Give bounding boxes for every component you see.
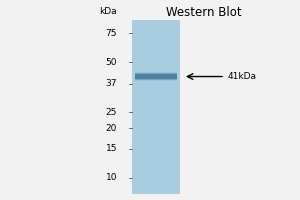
- Bar: [135, 74, 177, 79]
- Text: Western Blot: Western Blot: [166, 6, 242, 19]
- Text: 15: 15: [106, 144, 117, 153]
- Text: 75: 75: [106, 29, 117, 38]
- Bar: [135, 72, 177, 81]
- Text: 50: 50: [106, 58, 117, 67]
- Text: 25: 25: [106, 108, 117, 117]
- Text: 20: 20: [106, 124, 117, 133]
- Bar: [132, 20, 180, 194]
- Text: 10: 10: [106, 173, 117, 182]
- Text: 41kDa: 41kDa: [228, 72, 257, 81]
- Bar: [135, 73, 177, 80]
- Text: kDa: kDa: [99, 7, 117, 17]
- Text: 37: 37: [106, 79, 117, 88]
- Bar: [135, 73, 177, 80]
